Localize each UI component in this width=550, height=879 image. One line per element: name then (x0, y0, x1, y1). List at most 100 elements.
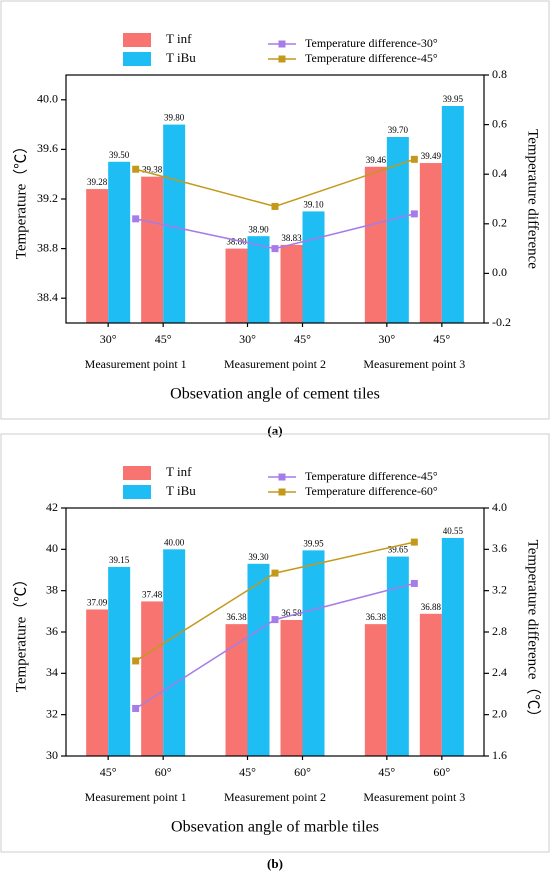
legend-marker (278, 488, 286, 496)
legend-swatch (123, 33, 151, 47)
group-label: Measurement point 2 (224, 790, 326, 804)
bar-value-label: 39.10 (303, 199, 324, 209)
line-marker (410, 538, 418, 546)
legend-marker (278, 40, 286, 48)
y-axis-label: Temperature（℃） (12, 572, 29, 693)
x-axis-label: Obsevation angle of marble tiles (171, 819, 379, 836)
bar-value-label: 38.90 (248, 224, 269, 234)
bar (419, 613, 442, 756)
bar (386, 137, 409, 323)
y-tick-label: 30 (46, 748, 58, 762)
bar (364, 166, 387, 323)
x-tick-label: 60° (155, 765, 172, 779)
legend-label: Temperature difference-45° (305, 469, 438, 483)
bar-value-label: 39.30 (248, 552, 269, 562)
line-marker (271, 569, 279, 577)
group-label: Measurement point 3 (363, 790, 465, 804)
bar-value-label: 39.38 (142, 165, 163, 175)
line-marker (132, 704, 140, 712)
bar-value-label: 39.28 (87, 177, 108, 187)
y2-tick-label: 0.6 (492, 116, 507, 130)
line-marker (132, 657, 140, 665)
y2-tick-label: 3.2 (492, 582, 507, 596)
legend-label: Temperature difference-45° (305, 51, 438, 65)
y2-tick-label: 1.6 (492, 748, 507, 762)
x-tick-label: 30° (378, 332, 395, 346)
legend-label: Temperature difference-30° (305, 36, 438, 50)
x-tick-label: 30° (239, 332, 256, 346)
x-tick-label: 45° (294, 332, 311, 346)
bar (86, 189, 109, 323)
x-tick-label: 45° (155, 332, 172, 346)
bar (302, 211, 325, 323)
line-marker (132, 165, 140, 173)
bar (302, 550, 325, 756)
y2-tick-label: 0.4 (492, 166, 507, 180)
bar (225, 248, 248, 323)
bar-value-label: 39.70 (388, 125, 409, 135)
legend-label: T iBu (166, 483, 196, 498)
line-marker (132, 215, 140, 223)
frame (0, 0, 550, 420)
x-tick-label: 30° (100, 332, 117, 346)
bar (141, 176, 164, 323)
bar-value-label: 38.83 (281, 233, 302, 243)
line-marker (410, 210, 418, 218)
group-label: Measurement point 2 (224, 357, 326, 371)
bar (364, 624, 387, 756)
bar-value-label: 36.38 (226, 612, 247, 622)
y-tick-label: 39.2 (37, 191, 58, 205)
bar-value-label: 40.00 (164, 537, 185, 547)
y-tick-label: 34 (46, 665, 58, 679)
legend-label: T inf (166, 464, 192, 479)
x-axis-label: Obsevation angle of cement tiles (170, 386, 380, 403)
x-tick-label: 45° (100, 765, 117, 779)
legend-swatch (123, 466, 151, 480)
y-tick-label: 32 (46, 706, 58, 720)
legend-label: Temperature difference-60° (305, 484, 438, 498)
bar-value-label: 39.15 (109, 555, 130, 565)
line-marker (410, 579, 418, 587)
x-tick-label: 45° (378, 765, 395, 779)
line-marker (410, 155, 418, 163)
bar (280, 244, 303, 323)
bar-value-label: 39.46 (366, 155, 387, 165)
group-label: Measurement point 1 (85, 790, 187, 804)
bar (247, 236, 270, 323)
bar-value-label: 36.88 (421, 602, 442, 612)
y2-tick-label: 2.4 (492, 665, 507, 679)
bar (386, 556, 409, 756)
y-tick-label: 40 (46, 541, 58, 555)
legend-label: T iBu (166, 50, 196, 65)
y2-tick-label: 4.0 (492, 500, 507, 514)
line-marker (271, 202, 279, 210)
x-tick-label: 45° (433, 332, 450, 346)
bar-value-label: 36.38 (366, 612, 387, 622)
bar-value-label: 39.50 (109, 150, 130, 160)
y2-tick-label: 0.8 (492, 67, 507, 81)
y2-tick-label: 2.8 (492, 624, 507, 638)
group-label: Measurement point 1 (85, 357, 187, 371)
x-tick-label: 60° (294, 765, 311, 779)
bar (419, 163, 442, 323)
bar-value-label: 39.80 (164, 113, 185, 123)
bar-value-label: 37.09 (87, 598, 108, 608)
bar (247, 563, 270, 756)
y-tick-label: 36 (46, 624, 58, 638)
y2-axis-label: Temperature difference（℃） (525, 540, 542, 725)
y2-tick-label: -0.2 (492, 315, 511, 329)
caption: (a) (267, 423, 282, 438)
legend-label: T inf (166, 31, 192, 46)
bar-value-label: 38.80 (226, 237, 247, 247)
group-label: Measurement point 3 (363, 357, 465, 371)
y2-tick-label: 0.0 (492, 265, 507, 279)
bar (163, 549, 186, 756)
frame (0, 433, 550, 853)
bar (225, 624, 248, 756)
bar (108, 566, 131, 756)
line-marker (271, 616, 279, 624)
y2-tick-label: 3.6 (492, 541, 507, 555)
bar (441, 106, 464, 323)
bar-value-label: 39.95 (303, 538, 324, 548)
